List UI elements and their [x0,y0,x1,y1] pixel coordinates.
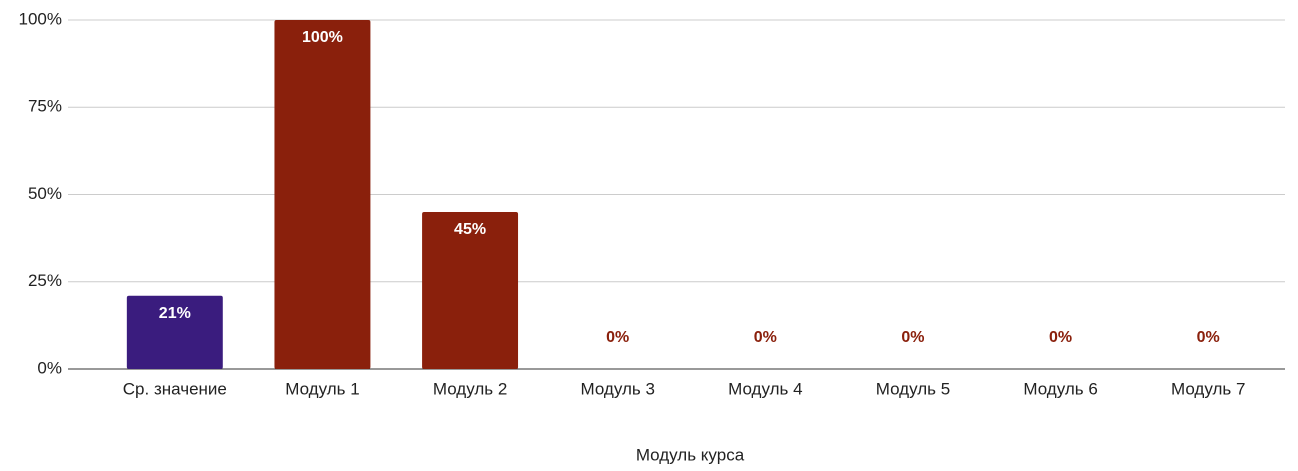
x-tick-label: Модуль 6 [1023,379,1097,398]
x-tick-label: Модуль 3 [580,379,654,398]
x-axis-title: Модуль курса [636,445,745,464]
value-label: 0% [754,329,777,346]
y-tick-label: 50% [28,184,62,203]
value-label: 0% [901,329,924,346]
x-tick-label: Модуль 5 [876,379,950,398]
x-tick-label: Модуль 2 [433,379,507,398]
y-tick-label: 0% [37,358,62,377]
value-label: 0% [606,329,629,346]
value-label: 21% [159,305,191,322]
x-tick-label: Модуль 1 [285,379,359,398]
bar [274,20,371,369]
value-label: 0% [1197,329,1220,346]
bar [126,295,223,369]
x-tick-label: Модуль 7 [1171,379,1245,398]
value-label: 45% [454,221,486,238]
y-tick-label: 75% [28,97,62,116]
x-tick-label: Ср. значение [123,379,227,398]
value-label: 0% [1049,329,1072,346]
x-tick-label: Модуль 4 [728,379,802,398]
bar [422,211,519,369]
value-label: 100% [302,29,343,46]
y-tick-label: 100% [19,9,62,28]
y-tick-label: 25% [28,271,62,290]
